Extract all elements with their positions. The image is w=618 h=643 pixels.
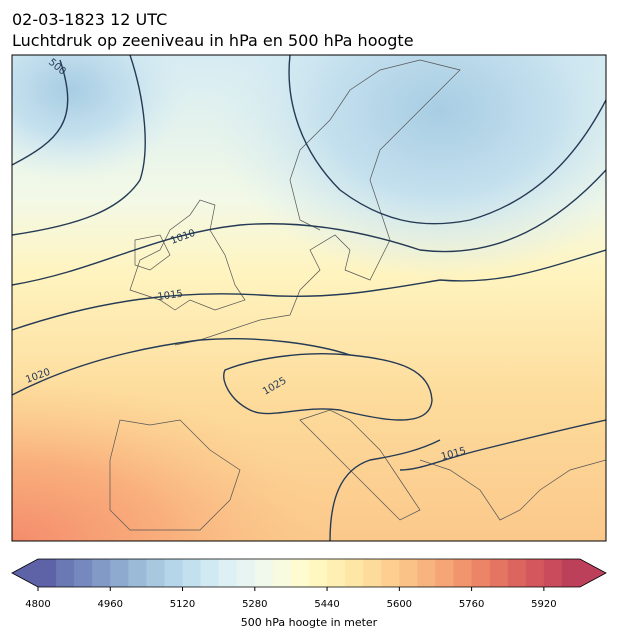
colorbar-band — [110, 559, 129, 587]
colorbar-band — [164, 559, 184, 587]
colorbar-band — [327, 559, 346, 587]
colorbar-band — [128, 559, 147, 587]
colorbar-band — [38, 559, 57, 587]
colorbar-tick-label: 5760 — [459, 599, 484, 610]
colorbar-band — [363, 559, 382, 587]
colorbar-band — [381, 559, 400, 587]
colorbar-band — [290, 559, 310, 587]
colorbar-band — [272, 559, 292, 587]
colorbar-tick-label: 5120 — [170, 599, 195, 610]
colorbar-tick-label: 5280 — [242, 599, 267, 610]
colorbar-band — [200, 559, 220, 587]
colorbar-band — [345, 559, 364, 587]
colorbar-tick-label: 5440 — [314, 599, 339, 610]
colorbar-tick-label: 5920 — [531, 599, 556, 610]
colorbar-band — [236, 559, 256, 587]
colorbar-band — [218, 559, 238, 587]
colorbar-band — [182, 559, 202, 587]
colorbar-tick-label: 4960 — [98, 599, 123, 610]
colorbar-band — [561, 559, 581, 587]
title: 02-03-1823 12 UTC — [12, 10, 167, 29]
colorbar-band — [543, 559, 563, 587]
colorbar-band — [254, 559, 274, 587]
colorbar-tick-label: 5600 — [387, 599, 412, 610]
colorbar-band — [74, 559, 93, 587]
colorbar-extend-high — [580, 559, 606, 587]
colorbar-band — [309, 559, 328, 587]
colorbar-band — [146, 559, 165, 587]
colorbar-band — [453, 559, 473, 587]
colorbar-tick-label: 4800 — [25, 599, 50, 610]
colorbar-band — [435, 559, 455, 587]
map: 500 1010 1015 1020 1025 1015 — [12, 55, 606, 541]
colorbar-extend-low — [12, 559, 38, 587]
colorbar-band — [56, 559, 75, 587]
colorbar-band — [507, 559, 527, 587]
colorbar-band — [92, 559, 111, 587]
colorbar-band — [417, 559, 436, 587]
colorbar-band — [525, 559, 545, 587]
colorbar-label: 500 hPa hoogte in meter — [241, 616, 378, 629]
colorbar-band — [471, 559, 491, 587]
contour-label: 1015 — [157, 289, 184, 303]
colorbar: 4800 4960 5120 5280 5440 5600 5760 5920 — [11, 558, 607, 610]
subtitle: Luchtdruk op zeeniveau in hPa en 500 hPa… — [12, 31, 414, 50]
map-frame — [11, 54, 607, 542]
colorbar-band — [489, 559, 509, 587]
colorbar-band — [399, 559, 418, 587]
